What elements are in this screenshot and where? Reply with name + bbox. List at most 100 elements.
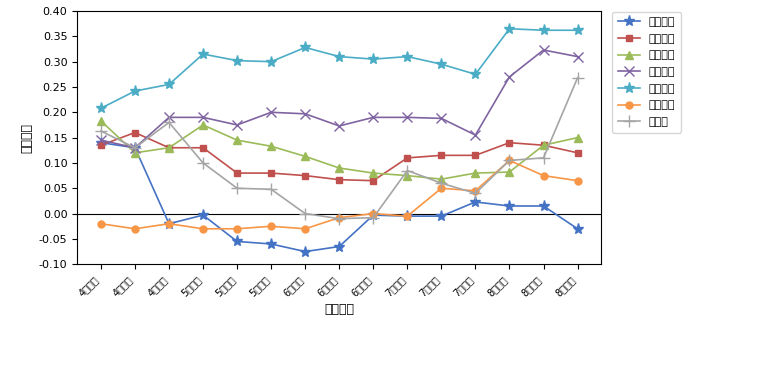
경상남도 <box>436 177 446 181</box>
경상북도 <box>369 213 378 217</box>
전라북도 <box>471 72 480 77</box>
경상북도 <box>301 250 310 254</box>
전라북도 <box>267 59 276 64</box>
X-axis label: 생육시기: 생육시기 <box>325 304 354 316</box>
전라북도 <box>335 54 344 59</box>
충청북도 <box>573 150 582 155</box>
충청북도 <box>402 156 412 160</box>
경상북도 <box>471 200 480 204</box>
Legend: 경상북도, 충청북도, 경상남도, 충청남도, 전라북도, 전라남도, 경기도: 경상북도, 충청북도, 경상남도, 충청남도, 전라북도, 전라남도, 경기도 <box>612 11 681 132</box>
충청남도 <box>233 123 242 127</box>
전라남도 <box>436 186 446 190</box>
경상남도 <box>369 171 378 175</box>
경기도 <box>539 156 548 160</box>
전라북도 <box>505 26 514 31</box>
충청남도 <box>198 115 207 120</box>
경상북도 <box>436 214 446 218</box>
경기도 <box>164 120 173 125</box>
전라남도 <box>505 158 514 163</box>
전라남도 <box>369 211 378 216</box>
Line: 충청북도: 충청북도 <box>97 129 581 184</box>
전라북도 <box>130 89 140 93</box>
Line: 충청남도: 충청남도 <box>96 45 582 153</box>
전라남도 <box>573 178 582 183</box>
경상남도 <box>301 154 310 159</box>
충청남도 <box>301 112 310 116</box>
경상남도 <box>471 171 480 175</box>
경기도 <box>267 187 276 192</box>
경상북도 <box>233 239 242 244</box>
경상북도 <box>335 244 344 249</box>
경상남도 <box>130 150 140 155</box>
경기도 <box>301 211 310 216</box>
충청남도 <box>335 124 344 128</box>
전라남도 <box>233 226 242 231</box>
경상북도 <box>505 204 514 208</box>
전라남도 <box>164 222 173 226</box>
충청북도 <box>267 171 276 175</box>
충청북도 <box>233 171 242 175</box>
전라북도 <box>301 45 310 50</box>
Line: 전라북도: 전라북도 <box>96 23 583 114</box>
전라북도 <box>198 52 207 56</box>
경기도 <box>369 215 378 220</box>
충청북도 <box>505 141 514 145</box>
충청북도 <box>130 130 140 135</box>
전라남도 <box>471 189 480 193</box>
경기도 <box>335 217 344 221</box>
충청남도 <box>539 48 548 52</box>
경상북도 <box>164 222 173 226</box>
전라남도 <box>301 226 310 231</box>
전라북도 <box>436 62 446 66</box>
경상북도 <box>267 242 276 246</box>
충청남도 <box>164 115 173 120</box>
전라남도 <box>335 215 344 220</box>
전라남도 <box>539 174 548 178</box>
경상북도 <box>96 141 106 145</box>
충청북도 <box>436 153 446 157</box>
경기도 <box>436 181 446 185</box>
Line: 전라남도: 전라남도 <box>97 157 581 232</box>
전라남도 <box>402 214 412 218</box>
충청북도 <box>539 143 548 148</box>
경기도 <box>130 146 140 150</box>
경상남도 <box>96 119 106 123</box>
경상북도 <box>573 226 582 231</box>
전라북도 <box>164 82 173 87</box>
경기도 <box>471 191 480 196</box>
경상남도 <box>402 174 412 178</box>
전라남도 <box>130 226 140 231</box>
경상남도 <box>267 144 276 148</box>
Line: 경기도: 경기도 <box>96 72 583 224</box>
전라북도 <box>369 57 378 61</box>
전라북도 <box>539 28 548 32</box>
경상남도 <box>198 123 207 127</box>
경상남도 <box>335 166 344 170</box>
전라남도 <box>198 226 207 231</box>
경기도 <box>402 168 412 173</box>
충청남도 <box>267 110 276 115</box>
충청남도 <box>573 54 582 59</box>
충청북도 <box>335 178 344 182</box>
경기도 <box>233 186 242 190</box>
충청남도 <box>505 75 514 79</box>
경상북도 <box>130 146 140 150</box>
충청남도 <box>402 115 412 120</box>
경기도 <box>198 161 207 165</box>
Y-axis label: 상관계수: 상관계수 <box>20 123 33 153</box>
충청남도 <box>130 146 140 150</box>
전라북도 <box>573 28 582 32</box>
충청남도 <box>96 138 106 142</box>
경기도 <box>505 158 514 163</box>
전라남도 <box>96 222 106 226</box>
경상남도 <box>505 170 514 174</box>
경상남도 <box>539 143 548 148</box>
경상남도 <box>164 146 173 150</box>
Line: 경상북도: 경상북도 <box>96 137 583 257</box>
경기도 <box>573 76 582 80</box>
경상북도 <box>539 204 548 208</box>
충청북도 <box>96 143 106 148</box>
충청남도 <box>471 133 480 137</box>
전라남도 <box>267 224 276 228</box>
충청북도 <box>369 178 378 183</box>
